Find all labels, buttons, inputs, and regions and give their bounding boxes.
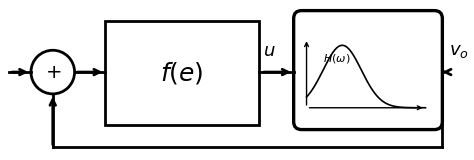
Text: $f(e)$: $f(e)$: [160, 60, 204, 86]
Text: $H(\omega)$: $H(\omega)$: [323, 52, 351, 65]
Text: $u$: $u$: [263, 42, 275, 60]
Bar: [105, 20, 259, 125]
Text: $v_o$: $v_o$: [449, 42, 469, 60]
Text: $+$: $+$: [45, 63, 61, 82]
